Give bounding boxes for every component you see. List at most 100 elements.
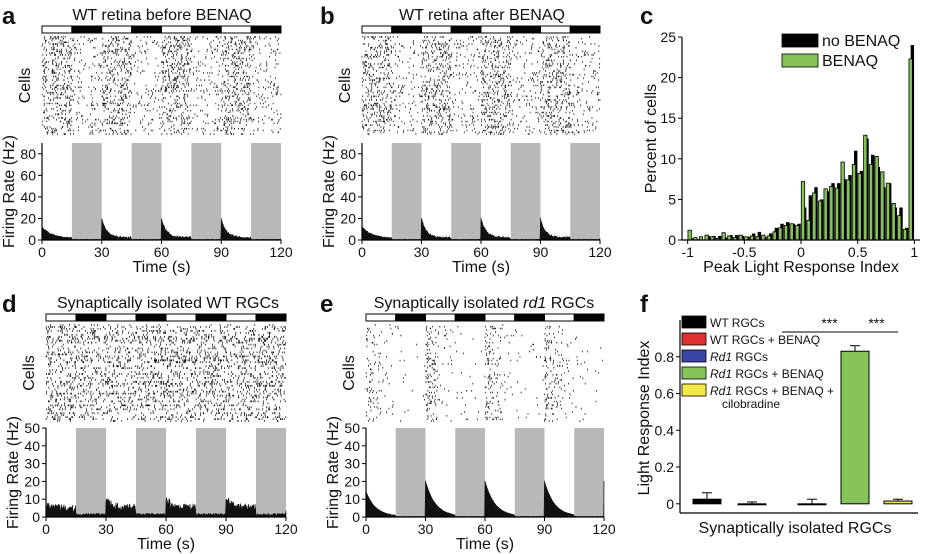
hist-bar-benaq bbox=[863, 134, 868, 241]
hist-bar-no-benaq bbox=[717, 235, 722, 240]
stimulus-segment bbox=[395, 313, 426, 322]
stimulus-segment bbox=[190, 25, 222, 34]
x-tick-label: 90 bbox=[218, 521, 234, 537]
raster-spikes bbox=[41, 36, 282, 135]
panel-letter-f: f bbox=[640, 291, 649, 318]
x-tick-label: 0 bbox=[797, 244, 805, 260]
y-tick-label: 40 bbox=[340, 189, 356, 205]
y-tick-label: 30 bbox=[344, 456, 360, 472]
cells-label: Cells bbox=[341, 355, 358, 391]
x-tick-label: 30 bbox=[418, 521, 434, 537]
panel-e-title-suffix: RGCs bbox=[546, 295, 594, 312]
hist-bar-benaq bbox=[687, 229, 692, 241]
raster-spikes bbox=[361, 36, 601, 135]
bar bbox=[797, 503, 827, 506]
stimulus-segment bbox=[250, 25, 282, 34]
x-tick-label: 90 bbox=[537, 521, 553, 537]
x-tick-label: 120 bbox=[269, 244, 293, 260]
hist-bar-benaq bbox=[800, 181, 806, 241]
y-tick-label: 0 bbox=[28, 232, 36, 248]
spike-raster bbox=[361, 36, 601, 135]
stimulus-segment bbox=[195, 313, 227, 322]
y-axis-label: Firing Rate (Hz) bbox=[325, 416, 342, 529]
y-tick-label: 0 bbox=[668, 232, 676, 248]
light-period-shade bbox=[510, 143, 541, 240]
hist-bar-benaq bbox=[817, 200, 823, 241]
y-tick-label: 20 bbox=[24, 473, 40, 489]
stimulus-segment bbox=[361, 25, 393, 34]
x-tick-label: 120 bbox=[588, 244, 612, 260]
hist-bar-benaq bbox=[812, 192, 817, 241]
legend-label-line2: cilobradine bbox=[722, 397, 780, 411]
hist-bar-benaq bbox=[738, 234, 743, 241]
panel-letter-c: c bbox=[640, 3, 653, 30]
y-tick-label: 0.6 bbox=[655, 386, 675, 402]
stimulus-segment bbox=[101, 25, 133, 34]
bar bbox=[737, 503, 767, 506]
x-tick-label: 1 bbox=[910, 244, 918, 260]
x-tick-label: -0.5 bbox=[732, 244, 756, 260]
stimulus-bar bbox=[45, 313, 287, 322]
y-tick-label: 80 bbox=[340, 146, 356, 162]
x-tick-label: 60 bbox=[154, 244, 170, 260]
spike-raster bbox=[41, 36, 282, 135]
x-tick-label: 120 bbox=[592, 521, 616, 537]
hist-bar-benaq bbox=[749, 235, 755, 241]
panel-a: Cells 0 30 60 90 120 0 20 40 60 80 Time (s) Firing R… bbox=[1, 25, 293, 276]
hist-bar-benaq bbox=[778, 227, 783, 241]
y-tick-label: 0 bbox=[666, 496, 674, 512]
y-tick-label: 10 bbox=[344, 491, 360, 507]
stimulus-segment bbox=[425, 313, 456, 322]
hist-bar-benaq bbox=[868, 164, 874, 241]
legend-swatch bbox=[781, 33, 819, 48]
panel-letter-b: b bbox=[320, 3, 335, 30]
panel-letter-d: d bbox=[2, 291, 17, 318]
raster-spikes bbox=[45, 324, 287, 422]
stimulus-segment bbox=[255, 313, 287, 322]
hist-bar-benaq bbox=[908, 58, 913, 241]
stimulus-bar bbox=[41, 25, 282, 34]
hist-bar-benaq bbox=[834, 187, 840, 241]
stimulus-segment bbox=[484, 313, 516, 322]
hist-bar-benaq bbox=[727, 235, 732, 241]
legend-swatch bbox=[681, 315, 707, 329]
panel-letter-e: e bbox=[320, 291, 333, 318]
light-period-shade bbox=[76, 428, 106, 517]
hist-bar-benaq bbox=[840, 161, 845, 241]
bar bbox=[840, 350, 870, 505]
x-tick-label: 0 bbox=[362, 521, 370, 537]
y-axis-label: Percent of cells bbox=[643, 84, 660, 193]
raster-spikes bbox=[365, 324, 603, 422]
legend: no BENAQ BENAQ bbox=[781, 33, 900, 70]
x-tick-label: -1 bbox=[681, 244, 694, 260]
light-period-shade bbox=[391, 143, 422, 240]
x-tick-label: 0 bbox=[38, 244, 46, 260]
light-period-shade bbox=[196, 428, 226, 517]
x-tick-label: 90 bbox=[213, 244, 229, 260]
stimulus-segment bbox=[510, 25, 541, 34]
legend-swatch bbox=[781, 53, 819, 68]
legend-label-text: RGCs + BENAQ + bbox=[732, 384, 834, 398]
legend-label-text: WT RGCs bbox=[710, 316, 764, 330]
light-period-shade bbox=[131, 143, 162, 240]
stimulus-segment bbox=[71, 25, 103, 34]
stimulus-segment bbox=[45, 313, 77, 322]
light-period-shade bbox=[570, 143, 600, 240]
panel-b: Cells 0 30 60 90 120 0 20 40 60 80 Time (s) Firing R… bbox=[321, 25, 612, 276]
y-tick-label: 20 bbox=[660, 70, 676, 86]
y-tick-label: 0 bbox=[32, 509, 40, 525]
y-tick-label: 0 bbox=[352, 509, 360, 525]
stimulus-segment bbox=[225, 313, 257, 322]
legend-label: WT RGCs bbox=[710, 316, 764, 330]
hist-bar-benaq bbox=[874, 155, 879, 241]
stimulus-segment bbox=[454, 313, 486, 322]
stimulus-segment bbox=[365, 313, 397, 322]
hist-bar-benaq bbox=[772, 231, 777, 241]
hist-bar-benaq bbox=[880, 171, 885, 241]
stimulus-segment bbox=[573, 313, 605, 322]
light-period-shade bbox=[136, 428, 166, 517]
